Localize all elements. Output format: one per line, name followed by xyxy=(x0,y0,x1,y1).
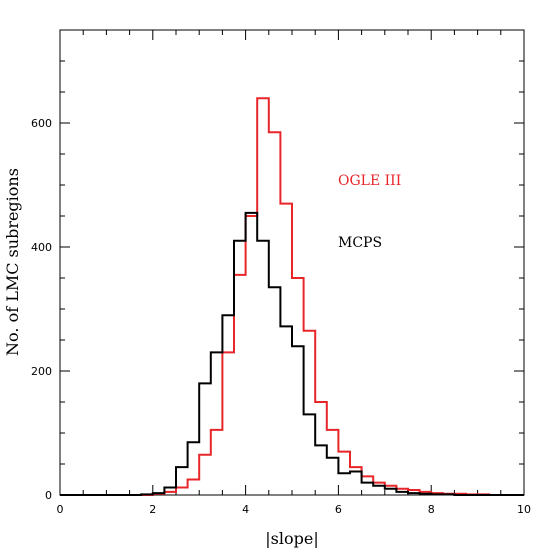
y-tick-label: 0 xyxy=(45,489,52,502)
y-axis-title: No. of LMC subregions xyxy=(3,168,22,356)
x-tick-label: 4 xyxy=(242,503,249,516)
x-tick-label: 6 xyxy=(335,503,342,516)
series-ogle-iii xyxy=(60,97,524,496)
legend-mcps: MCPS xyxy=(338,235,382,251)
axis-ticks xyxy=(59,29,525,496)
x-tick-label: 8 xyxy=(428,503,435,516)
legend-ogle-iii: OGLE III xyxy=(338,173,401,189)
x-tick-label: 10 xyxy=(517,503,531,516)
y-tick-label: 600 xyxy=(31,117,52,130)
y-tick-label: 200 xyxy=(31,365,52,378)
x-tick-label: 2 xyxy=(149,503,156,516)
x-tick-label: 0 xyxy=(57,503,64,516)
tick-labels: 0 2 4 6 8 10 0 200 400 600 xyxy=(31,117,531,516)
series-group xyxy=(60,97,524,496)
y-tick-label: 400 xyxy=(31,241,52,254)
series-mcps xyxy=(60,211,524,496)
x-axis-title: |slope| xyxy=(265,529,318,548)
